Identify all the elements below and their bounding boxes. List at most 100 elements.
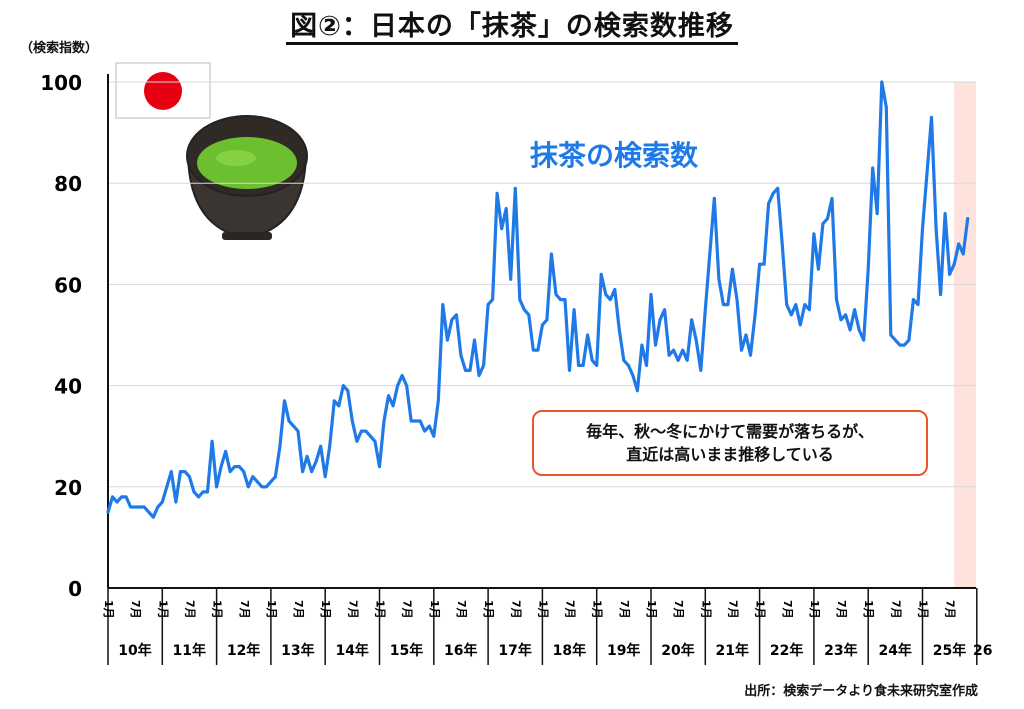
data-point bbox=[106, 510, 110, 514]
month-tick-label: 1月 bbox=[156, 600, 169, 619]
data-point bbox=[812, 232, 816, 236]
data-point bbox=[554, 293, 558, 296]
data-point bbox=[685, 358, 689, 362]
japan-flag-icon bbox=[115, 62, 211, 119]
data-point bbox=[201, 490, 205, 494]
callout-line-2: 直近は高いまま推移している bbox=[626, 445, 834, 464]
data-point bbox=[133, 505, 137, 509]
data-point bbox=[527, 313, 531, 317]
month-tick-label: 7月 bbox=[401, 600, 414, 619]
data-point bbox=[445, 338, 449, 342]
data-point bbox=[722, 303, 725, 307]
data-point bbox=[341, 384, 345, 387]
data-point bbox=[681, 348, 685, 352]
data-point bbox=[785, 303, 789, 307]
data-point bbox=[531, 348, 535, 352]
data-point bbox=[255, 480, 259, 484]
data-point bbox=[636, 389, 639, 393]
month-tick-label: 7月 bbox=[238, 600, 251, 619]
data-point bbox=[880, 80, 884, 84]
data-point bbox=[513, 186, 517, 190]
month-tick-label: 1月 bbox=[645, 600, 658, 619]
data-point bbox=[966, 217, 970, 221]
data-point bbox=[409, 419, 413, 423]
data-point bbox=[151, 515, 155, 519]
chart-title: 図②：日本の「抹茶」の検索数推移 bbox=[0, 4, 1024, 45]
data-point bbox=[559, 298, 562, 301]
data-point bbox=[803, 303, 807, 307]
data-point bbox=[830, 196, 834, 200]
data-point bbox=[251, 475, 255, 479]
month-tick-label: 1月 bbox=[428, 600, 441, 619]
data-point bbox=[708, 252, 712, 256]
data-point bbox=[509, 277, 513, 281]
y-tick-label: 20 bbox=[54, 476, 82, 500]
data-point bbox=[328, 444, 332, 448]
data-point bbox=[246, 485, 250, 489]
data-point bbox=[807, 308, 811, 312]
data-point bbox=[242, 470, 246, 474]
data-point bbox=[568, 369, 571, 372]
data-point bbox=[939, 293, 942, 296]
data-point bbox=[541, 323, 544, 327]
month-tick-label: 7月 bbox=[672, 600, 685, 619]
data-point bbox=[952, 262, 956, 266]
month-tick-label: 1月 bbox=[699, 600, 712, 619]
data-point bbox=[631, 374, 635, 377]
data-point bbox=[875, 212, 879, 215]
data-point bbox=[188, 475, 191, 479]
data-point bbox=[871, 166, 875, 170]
annotation-callout: 毎年、秋〜冬にかけて需要が落ちるが、 直近は高いまま推移している bbox=[532, 410, 928, 476]
year-label: 24年 bbox=[878, 642, 911, 659]
data-point bbox=[287, 419, 291, 423]
data-point bbox=[590, 358, 594, 362]
data-point bbox=[672, 348, 676, 352]
data-point bbox=[957, 242, 961, 246]
year-label: 18年 bbox=[553, 642, 586, 659]
data-point bbox=[595, 363, 599, 367]
data-point bbox=[174, 500, 178, 504]
data-point bbox=[522, 308, 526, 312]
data-point bbox=[477, 374, 481, 377]
data-point bbox=[350, 419, 354, 423]
data-point bbox=[835, 298, 838, 301]
data-point bbox=[789, 313, 793, 317]
year-label: 23年 bbox=[824, 642, 857, 659]
data-point bbox=[599, 272, 603, 276]
month-tick-label: 1月 bbox=[862, 600, 875, 619]
data-point bbox=[224, 449, 228, 453]
data-point bbox=[210, 439, 214, 443]
data-point bbox=[930, 116, 933, 119]
year-label: 22年 bbox=[770, 642, 803, 659]
month-tick-label: 7月 bbox=[129, 600, 142, 619]
month-tick-label: 7月 bbox=[564, 600, 577, 619]
data-point bbox=[165, 485, 169, 489]
year-label: 17年 bbox=[498, 642, 531, 659]
data-point bbox=[115, 500, 119, 504]
data-point bbox=[889, 333, 893, 337]
data-point bbox=[278, 444, 282, 448]
data-point bbox=[228, 470, 232, 474]
data-point bbox=[495, 191, 499, 195]
data-point bbox=[423, 429, 427, 433]
year-label: 10年 bbox=[118, 642, 151, 659]
month-tick-label: 7月 bbox=[781, 600, 794, 619]
data-point bbox=[866, 267, 870, 271]
data-point bbox=[396, 384, 399, 387]
data-point bbox=[853, 308, 857, 312]
y-tick-label: 0 bbox=[68, 577, 82, 601]
data-point bbox=[274, 475, 277, 479]
data-point bbox=[903, 343, 906, 347]
data-point bbox=[884, 105, 888, 109]
data-point bbox=[369, 434, 372, 438]
month-tick-label: 7月 bbox=[292, 600, 305, 619]
data-point bbox=[120, 495, 123, 499]
data-point bbox=[215, 485, 219, 489]
data-point bbox=[111, 495, 114, 499]
data-point bbox=[450, 318, 454, 322]
data-point bbox=[197, 495, 200, 499]
year-label: 19年 bbox=[607, 642, 640, 659]
data-point bbox=[360, 429, 363, 433]
plot-area: 0 20 40 60 80 100 1月 7月 10年 1月 7月 11年 1月 7月 12年 1月 7月 13年… bbox=[40, 71, 993, 665]
